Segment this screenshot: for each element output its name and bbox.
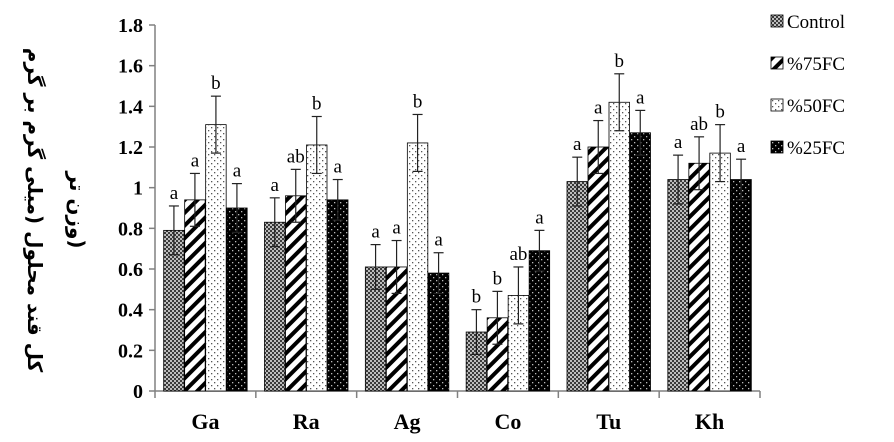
bar (205, 124, 227, 392)
x-category-label: Ra (293, 409, 320, 434)
significance-letter: ab (287, 146, 305, 167)
significance-letter: a (271, 175, 280, 196)
significance-letter: a (674, 132, 683, 153)
significance-letter: b (715, 102, 725, 123)
y-tick-label: 1 (133, 178, 143, 200)
y-tick-label: 0.6 (118, 259, 143, 281)
y-axis-label-line: کل قند محلول (میلی گرم بر گرم (23, 48, 47, 373)
significance-letter: b (413, 91, 423, 112)
significance-letter: b (312, 94, 322, 115)
y-tick-label: 0 (133, 381, 143, 403)
significance-letter: b (211, 73, 221, 94)
legend-label: %25FC (787, 138, 845, 159)
significance-letter: b (615, 51, 625, 72)
y-tick-label: 1.6 (118, 56, 143, 78)
bar (709, 152, 731, 392)
bar (667, 179, 689, 392)
legend-swatch (770, 140, 784, 154)
legend: Control %75FC %50FC %25FC (770, 12, 845, 159)
bar (406, 142, 429, 392)
legend-swatch (770, 98, 784, 112)
significance-letter: ab (509, 244, 527, 265)
significance-letter: a (191, 150, 200, 171)
significance-letter: a (334, 157, 343, 178)
bar (184, 199, 206, 392)
significance-letter: a (434, 230, 443, 251)
bar (566, 181, 588, 392)
legend-swatch (770, 14, 784, 28)
y-axis-label: کل قند محلول (میلی گرم بر گرم وزن تر) (23, 48, 89, 373)
bar (528, 250, 551, 392)
significance-letter: a (573, 134, 582, 155)
significance-letter: a (170, 183, 179, 204)
significance-letter: a (594, 98, 603, 119)
legend-swatch (770, 56, 784, 70)
significance-letter: a (737, 136, 746, 157)
y-tick-label: 1.4 (118, 96, 143, 118)
significance-letter: b (472, 287, 482, 308)
bar (608, 101, 630, 392)
significance-letter: b (493, 268, 503, 289)
y-tick-label: 1.2 (118, 137, 143, 159)
legend-label: %75FC (787, 54, 845, 75)
bar (587, 146, 609, 392)
x-category-label: Ag (394, 409, 421, 434)
bar (730, 179, 752, 392)
bar (226, 207, 248, 392)
bar (306, 144, 328, 392)
bar (688, 162, 710, 392)
significance-letter: a (233, 161, 242, 182)
x-category-label: Tu (596, 409, 621, 434)
bar (264, 221, 286, 392)
significance-letter: a (392, 218, 401, 239)
y-tick-label: 0.8 (118, 218, 143, 240)
bar (285, 195, 307, 392)
significance-letter: ab (690, 114, 708, 135)
significance-letter: a (636, 87, 645, 108)
significance-letter: a (371, 222, 380, 243)
y-axis-label-line: وزن تر) (65, 170, 89, 248)
legend-label: Control (787, 12, 845, 33)
bar (327, 199, 349, 392)
y-tick-label: 0.4 (118, 300, 143, 322)
x-category-label: Kh (695, 409, 724, 434)
y-tick-label: 0.2 (118, 340, 143, 362)
significance-letter: a (535, 207, 544, 228)
x-axis: Ga Ra Ag Co Tu Kh (154, 390, 761, 434)
x-category-label: Co (494, 409, 521, 434)
y-axis: 0 0.2 0.4 0.6 0.8 1 1.2 1.4 1.6 1.8 (118, 15, 156, 403)
y-tick-label: 1.8 (118, 15, 143, 37)
bar (629, 132, 651, 392)
x-category-label: Ga (191, 409, 219, 434)
legend-label: %50FC (787, 96, 845, 117)
